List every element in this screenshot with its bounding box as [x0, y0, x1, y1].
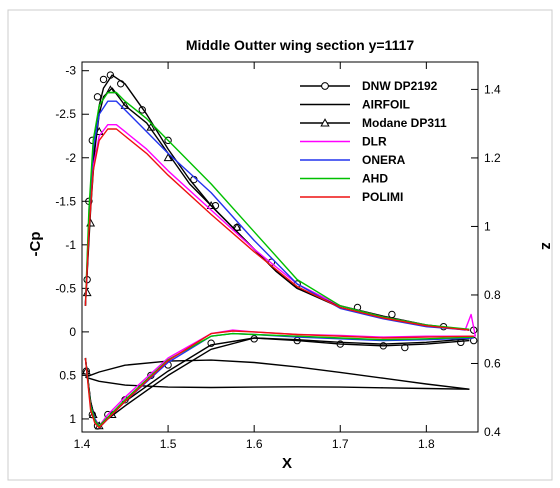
y-tick-label: -1 — [65, 238, 76, 252]
y-tick-label: 0.5 — [59, 368, 76, 382]
series-modane-dp311-marker — [94, 127, 104, 136]
series-dnw-dp2192-marker — [117, 80, 125, 88]
x-tick-label: 1.4 — [74, 437, 91, 451]
series-dnw-dp2192-marker — [106, 71, 115, 79]
legend-label-dnw-dp2192: DNW DP2192 — [362, 79, 438, 93]
series-modane-dp311-marker — [232, 222, 242, 231]
plot-area: 1.4 1.5 1.6 1.7 1.8 -3 -2.5 -2 -1.5 -1 -0.5 0 0.5 1 0.… — [55, 61, 501, 451]
series-dnw-dp2192-marker — [207, 339, 215, 347]
y-axis-title: -Cp — [27, 232, 44, 257]
series-dnw-dp2192-marker — [164, 136, 172, 145]
x-tick-label: 1.6 — [246, 437, 263, 451]
legend-label-onera: ONERA — [362, 153, 406, 167]
series-dnw-dp2192-marker — [379, 342, 388, 350]
legend-label-airfoil: AIRFOIL — [362, 98, 410, 112]
y2-tick-label: 1.4 — [484, 82, 501, 96]
y-tick-label: -2 — [65, 151, 76, 165]
legend-marker-modane-dp311 — [320, 118, 330, 127]
series-airfoil-lower — [85, 376, 470, 390]
y2-axis-title: z — [538, 242, 555, 250]
legend-label-dlr: DLR — [362, 135, 387, 149]
series-onera-upper — [84, 100, 470, 331]
x-tick-label: 1.8 — [418, 437, 435, 451]
y-tick-label: -0.5 — [55, 281, 76, 295]
legend-label-modane-dp311: Modane DP311 — [362, 116, 447, 130]
series-polimi-upper — [84, 128, 470, 331]
y2-tick-label: 1.2 — [484, 151, 501, 165]
legend-label-polimi: POLIMI — [362, 190, 403, 204]
series-dlr-upper — [84, 124, 477, 337]
y-tick-label: -1.5 — [55, 194, 76, 208]
y-tick-label: 1 — [69, 412, 76, 426]
legend-label-ahd: AHD — [362, 172, 388, 186]
x-tick-label: 1.7 — [332, 437, 349, 451]
legend: DNW DP2192 AIRFOIL Modane DP311 DLR ONERA AHD… — [300, 79, 447, 204]
series-dnw-dp2192-marker — [138, 106, 146, 114]
series-dnw-dp2192-marker — [388, 310, 396, 319]
series-modane-dp311-marker — [120, 100, 130, 109]
y2-tick-label: 0.4 — [484, 425, 501, 439]
series-dnw-dp2192-marker — [93, 93, 102, 101]
series-polimi-lower — [84, 330, 474, 429]
series-dnw-dp2192-marker — [401, 343, 409, 352]
series-modane-dp311-marker — [82, 288, 92, 297]
series-dnw-dp2192-marker — [99, 75, 108, 84]
series-ahd-lower — [84, 332, 474, 427]
y-tick-label: -3 — [65, 64, 76, 78]
series-dnw-dp2192-marker — [336, 340, 344, 348]
y-tick-label: 0 — [69, 325, 76, 339]
series-modane-dp311-marker — [206, 201, 216, 210]
chart-title: Middle Outter wing section y=1117 — [186, 37, 415, 53]
plot-frame — [81, 61, 479, 433]
y-tick-label: -2.5 — [55, 107, 76, 121]
series-ahd-upper — [84, 91, 470, 330]
y2-tick-label: 1 — [484, 219, 491, 233]
series-modane-dp311-marker — [163, 153, 173, 162]
outer-border — [7, 9, 553, 481]
y2-tick-label: 0.8 — [484, 288, 501, 302]
x-axis-title: X — [282, 455, 292, 472]
series-modane-dp311-marker — [146, 122, 156, 131]
series-airfoil-upper — [85, 359, 470, 390]
x-tick-label: 1.5 — [160, 437, 177, 451]
y2-tick-label: 0.6 — [484, 356, 501, 370]
legend-marker-dnw-dp2192 — [321, 82, 329, 90]
